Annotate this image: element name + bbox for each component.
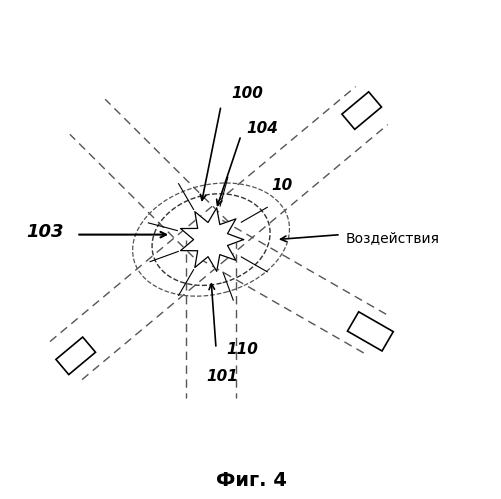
Bar bbox=[341, 92, 381, 129]
Text: Воздействия: Воздействия bbox=[345, 231, 439, 245]
Text: 104: 104 bbox=[245, 121, 278, 136]
Text: 101: 101 bbox=[205, 369, 237, 384]
Text: 110: 110 bbox=[225, 342, 258, 357]
Text: 10: 10 bbox=[271, 178, 292, 193]
Bar bbox=[56, 337, 95, 375]
Text: 103: 103 bbox=[26, 223, 64, 241]
Text: 100: 100 bbox=[230, 86, 263, 101]
Text: Фиг. 4: Фиг. 4 bbox=[215, 471, 286, 490]
Polygon shape bbox=[180, 208, 243, 271]
Bar bbox=[347, 312, 392, 351]
